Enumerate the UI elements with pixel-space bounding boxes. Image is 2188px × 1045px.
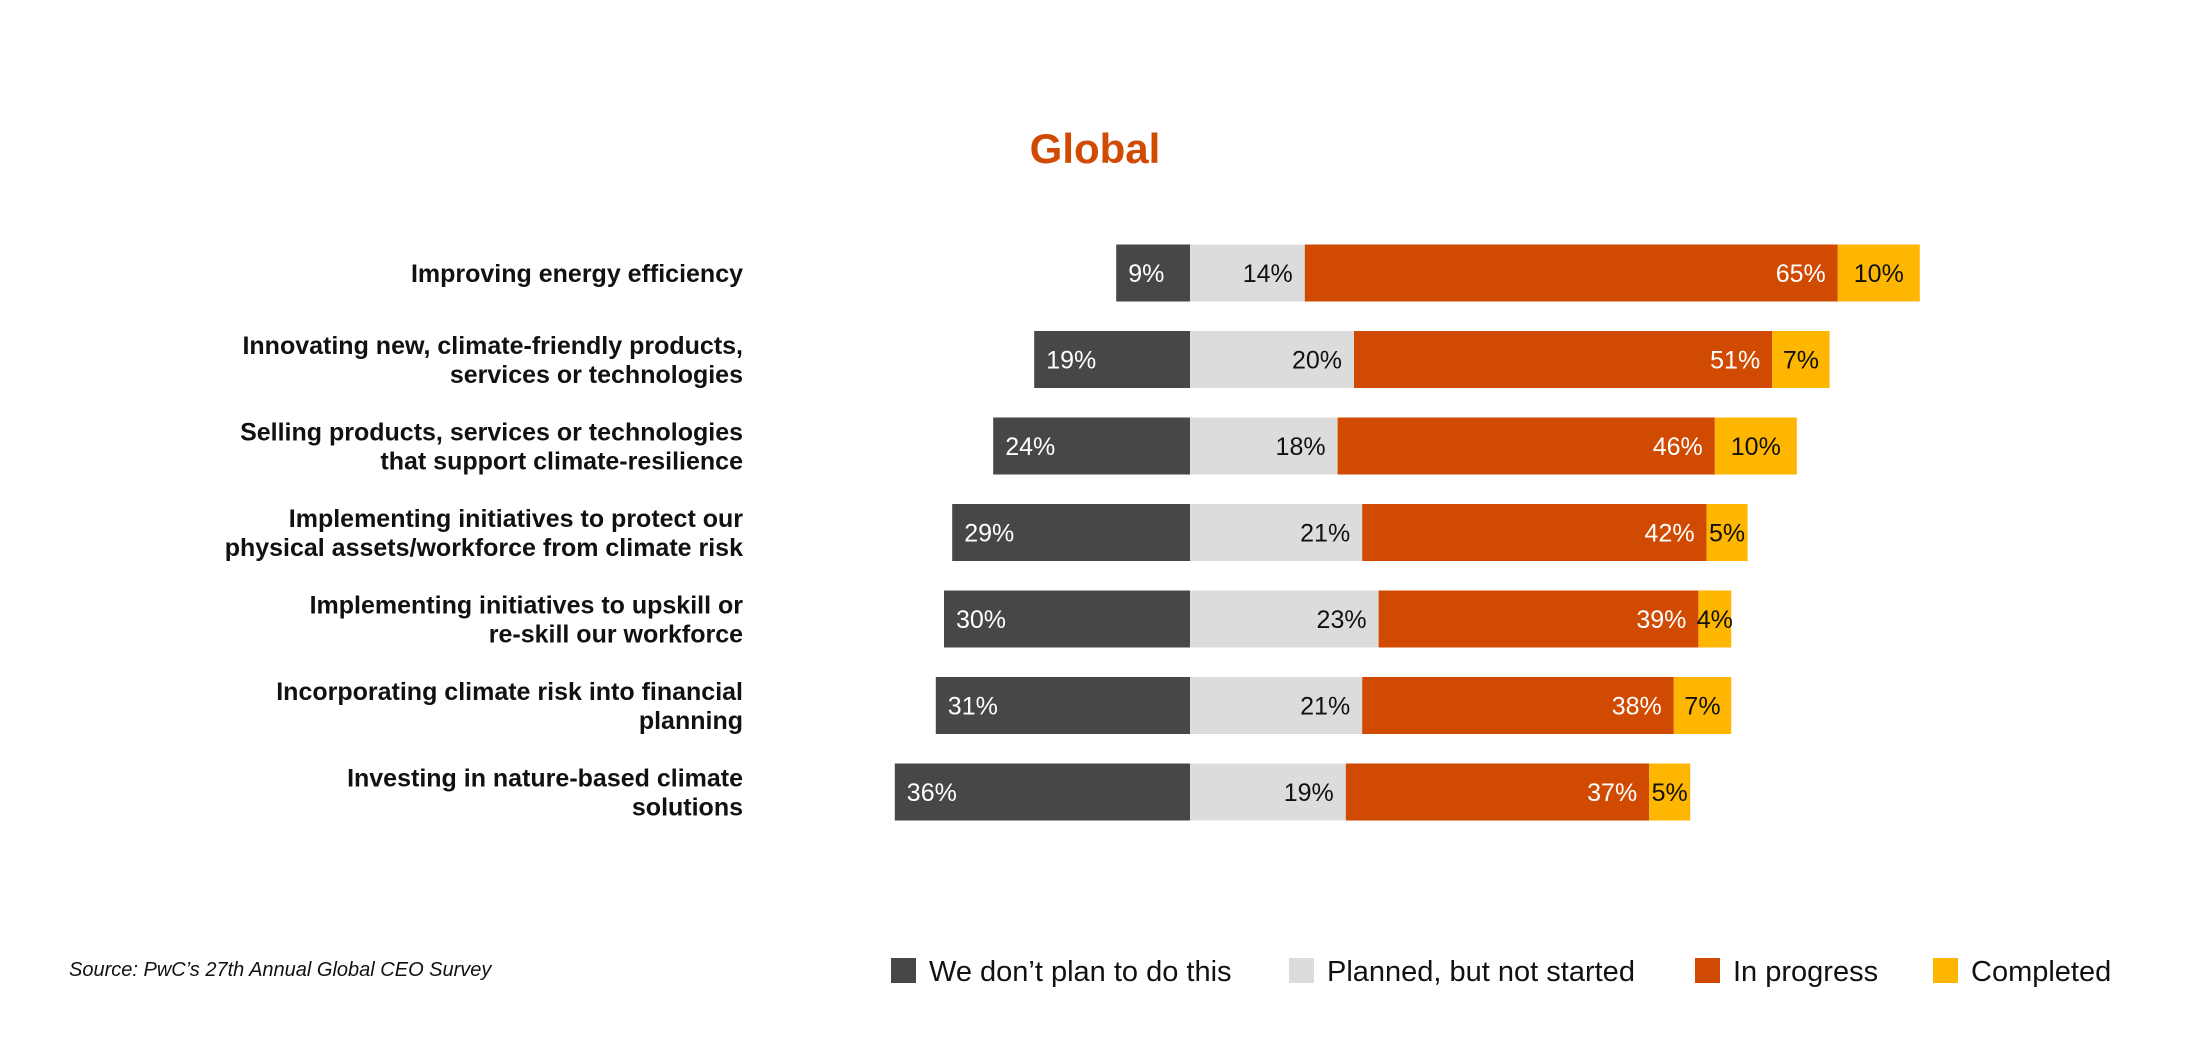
value-label-planned-7: 19% xyxy=(1284,779,1334,807)
legend: We don’t plan to do this Planned, but not… xyxy=(891,956,2111,988)
category-label-7: Investing in nature-based climate solutio… xyxy=(347,765,743,822)
bar-in-progress-3 xyxy=(1337,417,1715,475)
legend-swatch-in-progress xyxy=(1695,958,1720,983)
category-label-line: re-skill our workforce xyxy=(489,621,743,649)
value-label-not-planned-5: 30% xyxy=(956,606,1006,634)
bar-completed-6 xyxy=(1673,677,1732,734)
value-label-planned-2: 20% xyxy=(1292,347,1342,375)
value-label-planned-6: 21% xyxy=(1300,693,1350,721)
bar-completed-2 xyxy=(1772,331,1830,388)
value-label-completed-2: 7% xyxy=(1783,347,1819,375)
value-labels: 9% 14% 65% 10% 19% 20% 51% 7% 24% 18% 46% 10% 29% 21%… xyxy=(907,260,1904,807)
bar-not-planned-3 xyxy=(993,417,1190,475)
bar-completed-1 xyxy=(1837,244,1920,302)
bars xyxy=(894,244,1920,821)
value-label-completed-4: 5% xyxy=(1709,520,1745,548)
bar-planned-5 xyxy=(1190,590,1379,648)
category-label-3: Selling products, services or technologi… xyxy=(240,419,743,476)
category-label-4: Implementing initiatives to protect our p… xyxy=(225,505,744,562)
category-label-6: Incorporating climate risk into financia… xyxy=(276,678,743,735)
value-label-in-progress-2: 51% xyxy=(1710,347,1760,375)
category-label-line: physical assets/workforce from climate r… xyxy=(225,534,743,562)
legend-label-in-progress: In progress xyxy=(1733,956,1878,988)
bar-not-planned-7 xyxy=(894,763,1190,821)
value-label-planned-3: 18% xyxy=(1276,433,1326,461)
category-label-5: Implementing initiatives to upskill or re… xyxy=(310,592,744,649)
value-label-completed-1: 10% xyxy=(1854,260,1904,288)
bar-not-planned-4 xyxy=(952,504,1190,561)
bar-in-progress-7 xyxy=(1345,763,1650,821)
category-label-line: Improving energy efficiency xyxy=(411,260,743,288)
bar-planned-3 xyxy=(1190,417,1338,475)
category-label-line: Selling products, services or technologi… xyxy=(240,419,743,447)
category-label-line: services or technologies xyxy=(450,361,743,389)
legend-label-not-planned: We don’t plan to do this xyxy=(929,956,1232,988)
bar-not-planned-1 xyxy=(1116,244,1190,302)
bar-not-planned-6 xyxy=(935,677,1190,734)
value-label-in-progress-1: 65% xyxy=(1776,260,1826,288)
category-label-line: Implementing initiatives to upskill or xyxy=(310,592,744,620)
category-label-line: Implementing initiatives to protect our xyxy=(289,505,743,533)
bar-planned-1 xyxy=(1190,244,1305,302)
bar-completed-4 xyxy=(1706,504,1748,561)
chart-title: Global xyxy=(1030,125,1161,172)
legend-swatch-completed xyxy=(1933,958,1958,983)
value-label-in-progress-3: 46% xyxy=(1653,433,1703,461)
value-label-not-planned-7: 36% xyxy=(907,779,957,807)
bar-in-progress-6 xyxy=(1362,677,1674,734)
category-label-1: Improving energy efficiency xyxy=(411,260,743,288)
bar-in-progress-4 xyxy=(1362,504,1707,561)
value-label-not-planned-4: 29% xyxy=(964,520,1014,548)
value-label-completed-7: 5% xyxy=(1652,779,1688,807)
category-label-line: planning xyxy=(639,707,743,735)
bar-completed-7 xyxy=(1649,763,1691,821)
legend-label-planned: Planned, but not started xyxy=(1327,956,1635,988)
value-label-not-planned-1: 9% xyxy=(1128,260,1164,288)
value-label-planned-5: 23% xyxy=(1317,606,1367,634)
value-label-planned-4: 21% xyxy=(1300,520,1350,548)
category-label-line: solutions xyxy=(632,794,743,822)
value-label-planned-1: 14% xyxy=(1243,260,1293,288)
category-label-line: Innovating new, climate-friendly product… xyxy=(242,332,743,360)
value-label-in-progress-4: 42% xyxy=(1645,520,1695,548)
legend-swatch-planned xyxy=(1289,958,1314,983)
category-label-line: that support climate-resilience xyxy=(380,448,743,476)
category-label-line: Investing in nature-based climate xyxy=(347,765,743,793)
bar-in-progress-2 xyxy=(1354,331,1773,388)
legend-label-completed: Completed xyxy=(1971,956,2111,988)
bar-in-progress-1 xyxy=(1304,244,1838,302)
bar-completed-3 xyxy=(1714,417,1797,475)
bar-not-planned-2 xyxy=(1034,331,1190,388)
category-labels: Improving energy efficiency Innovating ne… xyxy=(225,260,744,822)
legend-swatch-not-planned xyxy=(891,958,916,983)
category-label-line: Incorporating climate risk into financia… xyxy=(276,678,743,706)
value-label-not-planned-6: 31% xyxy=(948,693,998,721)
value-label-in-progress-5: 39% xyxy=(1636,606,1686,634)
bar-completed-5 xyxy=(1698,590,1732,648)
category-label-2: Innovating new, climate-friendly product… xyxy=(242,332,743,389)
value-label-in-progress-7: 37% xyxy=(1587,779,1637,807)
value-label-completed-5: 4% xyxy=(1697,606,1733,634)
bar-planned-4 xyxy=(1190,504,1363,561)
value-label-not-planned-3: 24% xyxy=(1005,433,1055,461)
bar-in-progress-5 xyxy=(1378,590,1699,648)
value-label-not-planned-2: 19% xyxy=(1046,347,1096,375)
source-note: Source: PwC’s 27th Annual Global CEO Sur… xyxy=(69,959,492,981)
bar-not-planned-5 xyxy=(944,590,1190,648)
bar-planned-2 xyxy=(1190,331,1354,388)
value-label-in-progress-6: 38% xyxy=(1612,693,1662,721)
bar-planned-7 xyxy=(1190,763,1346,821)
value-label-completed-3: 10% xyxy=(1731,433,1781,461)
bar-planned-6 xyxy=(1190,677,1363,734)
value-label-completed-6: 7% xyxy=(1684,693,1720,721)
